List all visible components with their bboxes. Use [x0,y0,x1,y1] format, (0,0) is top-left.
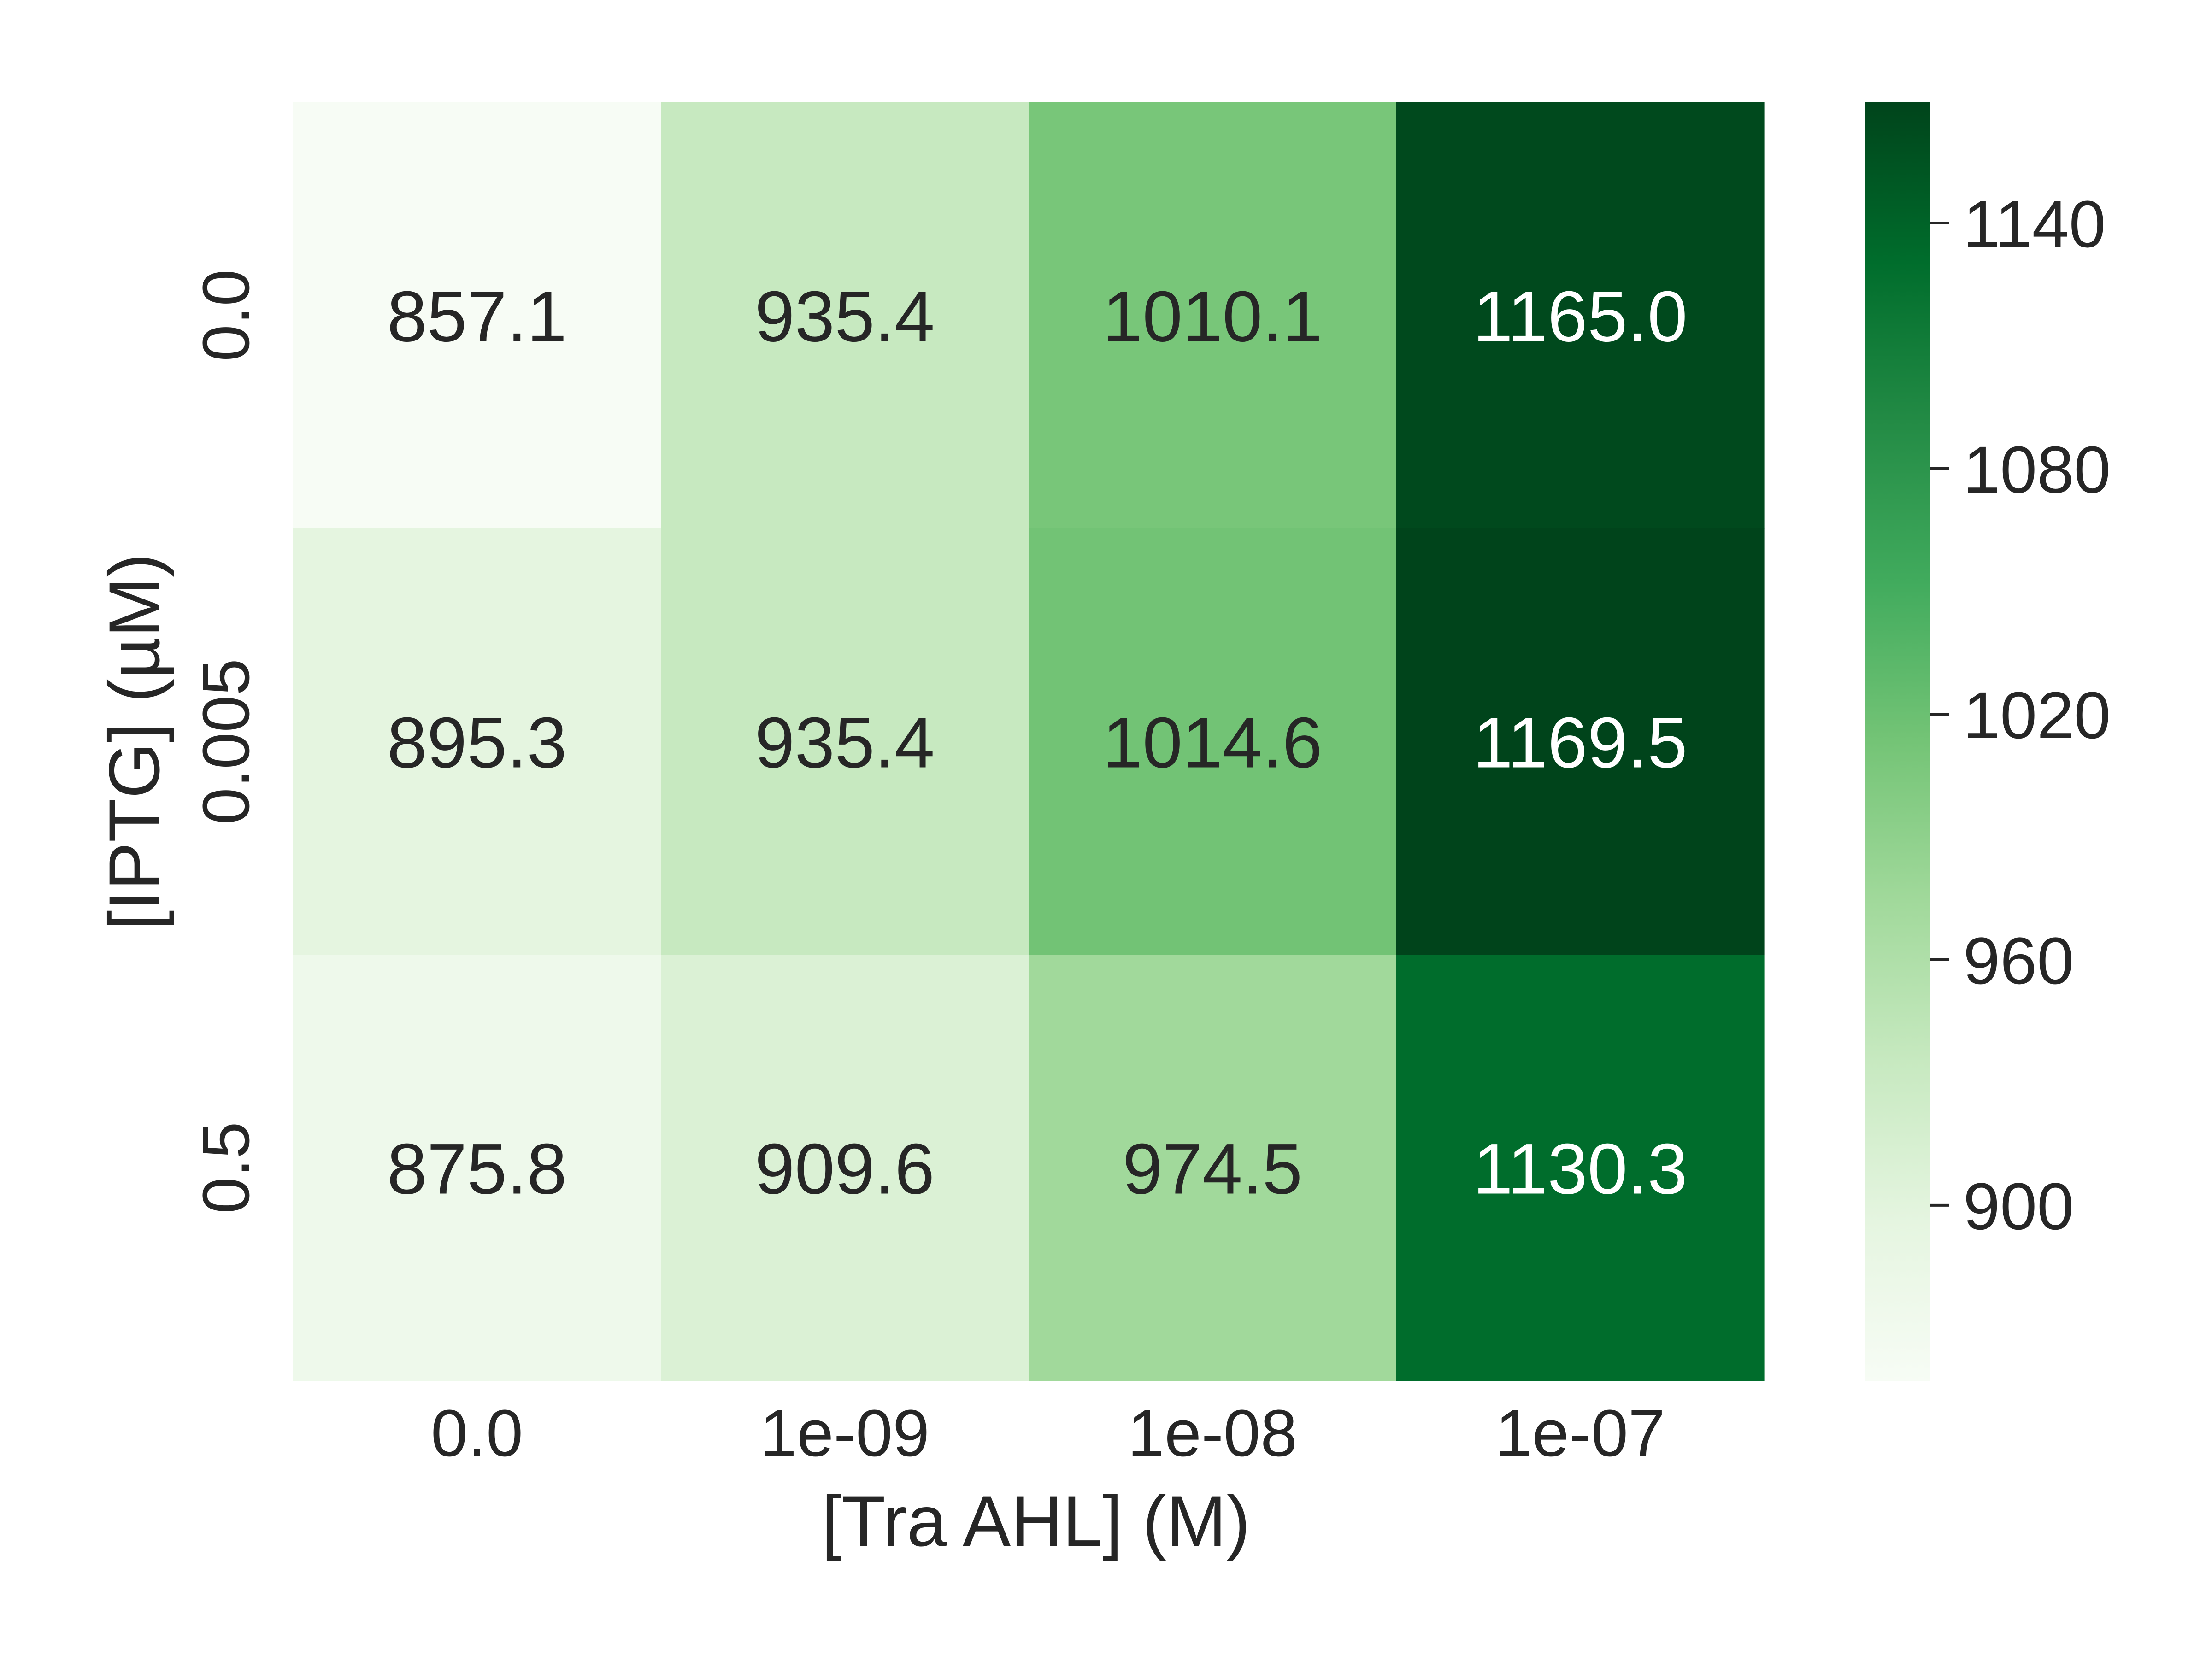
cell-value-label: 895.3 [387,703,567,783]
colorbar-tick-label: 900 [1963,1169,2074,1244]
cell-value-label: 857.1 [387,277,567,357]
heatmap-cell [1396,528,1765,955]
colorbar-tick-label: 1140 [1963,187,2106,261]
heatmap-cell [661,102,1029,529]
colorbar-ticks: 900 960 1020 1080 1140 [1930,187,2111,1244]
heatmap-cell [661,955,1029,1381]
colorbar-tick-label: 1020 [1963,678,2111,752]
y-tick-labels: 0.0 0.005 0.5 [189,269,263,1214]
cell-value-label: 935.4 [755,277,935,357]
y-axis-label: [IPTG] (µM) [94,553,175,930]
cell-value-labels: 857.1 935.4 1010.1 1165.0 895.3 935.4 1014.6 11… [387,277,1688,1209]
heatmap-cell [1396,102,1765,529]
cell-value-label: 1165.0 [1473,277,1688,357]
x-tick-label: 0.0 [431,1396,523,1470]
heatmap-cell [661,528,1029,955]
x-tick-labels: 0.0 1e-09 1e-08 1e-07 [431,1396,1665,1470]
x-tick-label: 1e-08 [1128,1396,1297,1470]
heatmap-cell [293,102,661,529]
colorbar-tick-label: 1080 [1963,433,2111,507]
y-tick-label: 0.5 [189,1121,263,1214]
cell-value-label: 935.4 [755,703,935,783]
cell-value-label: 1010.1 [1102,277,1322,357]
heatmap-cell [1029,528,1397,955]
heatmap-cell [293,955,661,1381]
x-tick-label: 1e-07 [1495,1396,1665,1470]
heatmap-cell [1029,955,1397,1381]
y-tick-label: 0.0 [189,269,263,361]
heatmap-cells [293,102,1765,1381]
x-tick-label: 1e-09 [760,1396,930,1470]
heatmap-cell [1396,955,1765,1381]
cell-value-label: 1014.6 [1102,703,1322,783]
cell-value-label: 1169.5 [1473,703,1688,783]
y-tick-label: 0.005 [189,658,263,824]
colorbar-tick-label: 960 [1963,924,2074,998]
x-axis-label: [Tra AHL] (M) [822,1481,1250,1561]
cell-value-label: 875.8 [387,1129,567,1209]
heatmap-cell [293,528,661,955]
cell-value-label: 909.6 [755,1129,935,1209]
cell-value-label: 974.5 [1123,1129,1302,1209]
heatmap-cell [1029,102,1397,529]
colorbar [1865,102,1930,1381]
cell-value-label: 1130.3 [1473,1129,1688,1209]
